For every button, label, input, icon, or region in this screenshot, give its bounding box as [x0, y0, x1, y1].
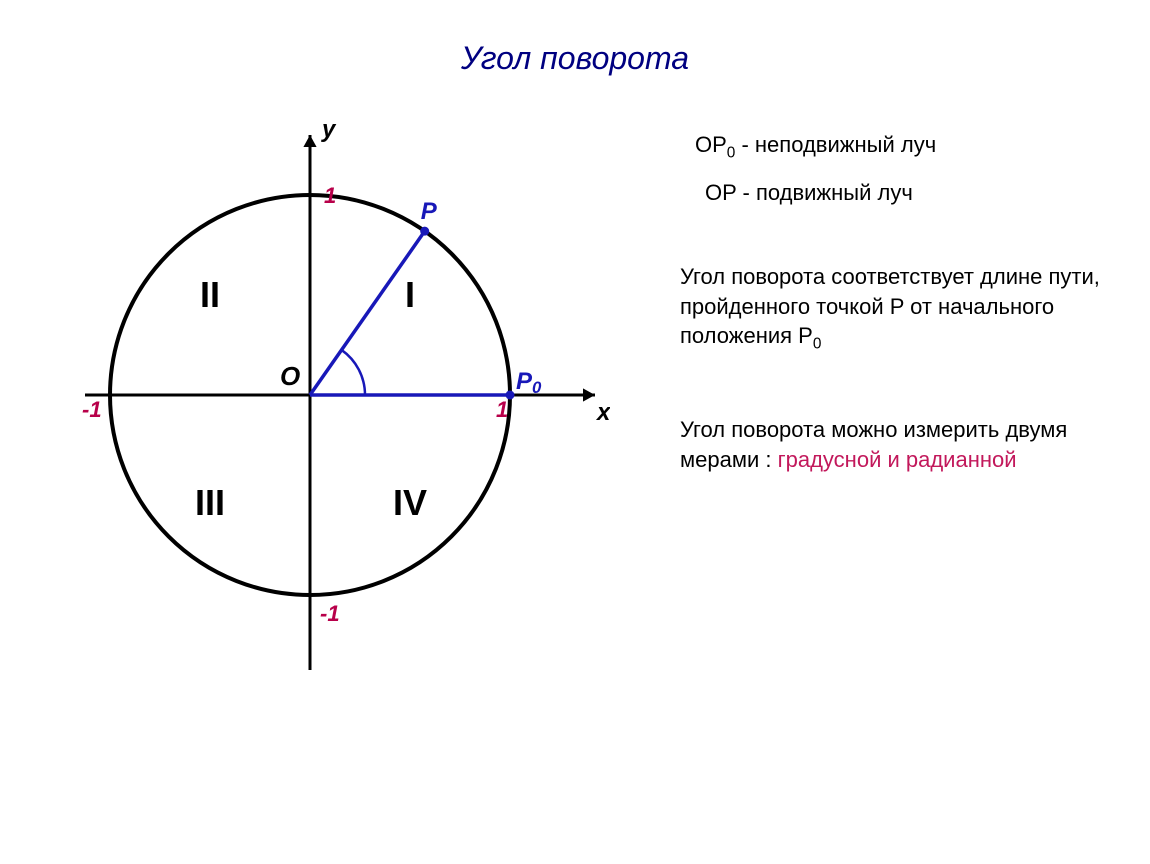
axis-label-y: y [321, 116, 337, 143]
text-OP0-prefix: OP [695, 132, 727, 157]
para1-sub: 0 [813, 336, 822, 353]
quadrant-II: II [200, 274, 220, 315]
tick-label-neg1x: -1 [82, 397, 102, 422]
quadrant-III: III [195, 482, 225, 523]
origin-label: O [280, 361, 300, 391]
angle-arc [342, 350, 365, 395]
text-OP0-rest: - неподвижный луч [735, 132, 936, 157]
axis-label-x: x [595, 399, 610, 426]
tick-label-pos1y: 1 [324, 183, 336, 208]
tick-label-pos1x: 1 [496, 397, 508, 422]
point-P [420, 227, 429, 236]
y-axis-arrow [303, 135, 316, 147]
unit-circle-diagram: x y 1 -1 1 -1 O P P0 I II III IV [50, 95, 610, 695]
text-OP0-fixed: OP0 - неподвижный луч [695, 130, 936, 164]
text-OP-mobile: OP - подвижный луч [705, 178, 913, 208]
text-angle-explanation: Угол поворота соответствует длине пути, … [680, 262, 1100, 356]
para1-text: Угол поворота соответствует длине пути, … [680, 264, 1100, 348]
quadrant-I: I [405, 274, 415, 315]
x-axis-arrow [583, 388, 595, 401]
quadrant-IV: IV [393, 482, 427, 523]
label-P0: P0 [516, 368, 542, 397]
label-P: P [421, 198, 438, 225]
para2-highlight: градусной и радианной [778, 447, 1017, 472]
page-title: Угол поворота [0, 40, 1150, 77]
text-measures: Угол поворота можно измерить двумя мерам… [680, 415, 1100, 474]
tick-label-neg1y: -1 [320, 601, 340, 626]
